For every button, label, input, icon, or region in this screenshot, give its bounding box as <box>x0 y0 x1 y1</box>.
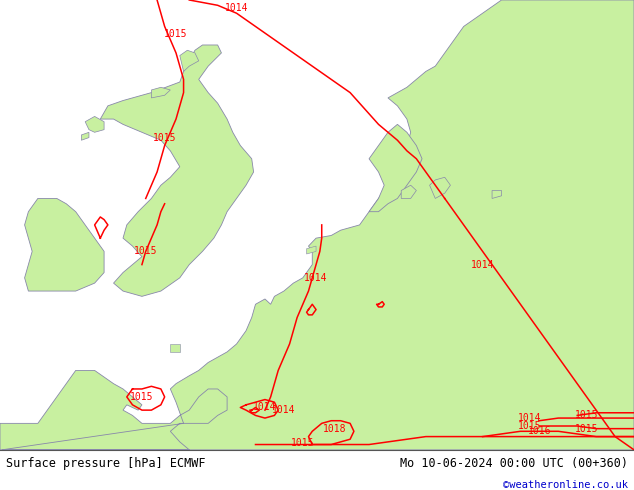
Polygon shape <box>369 124 422 212</box>
Text: ©weatheronline.co.uk: ©weatheronline.co.uk <box>503 480 628 490</box>
Polygon shape <box>401 185 417 198</box>
Text: 1015: 1015 <box>291 438 314 448</box>
Text: 1018: 1018 <box>323 424 347 434</box>
Text: 1014: 1014 <box>518 413 541 423</box>
Text: 1014: 1014 <box>225 3 249 13</box>
Text: 1014: 1014 <box>471 260 495 270</box>
Text: 1015: 1015 <box>153 133 176 143</box>
Text: 1015: 1015 <box>575 424 598 434</box>
Polygon shape <box>430 177 450 198</box>
Text: Mo 10-06-2024 00:00 UTC (00+360): Mo 10-06-2024 00:00 UTC (00+360) <box>399 457 628 470</box>
Polygon shape <box>152 87 171 98</box>
Polygon shape <box>81 132 89 140</box>
Text: 1015: 1015 <box>134 246 157 256</box>
Text: 1015: 1015 <box>518 421 541 431</box>
Text: 1014: 1014 <box>304 273 328 283</box>
Polygon shape <box>0 0 634 450</box>
Polygon shape <box>492 191 501 198</box>
Text: 1014: 1014 <box>253 402 276 413</box>
Text: 1014: 1014 <box>272 405 295 415</box>
Polygon shape <box>25 198 104 291</box>
Polygon shape <box>180 50 198 72</box>
Polygon shape <box>171 344 180 352</box>
Text: 1015: 1015 <box>130 392 153 402</box>
Polygon shape <box>307 246 316 254</box>
Polygon shape <box>100 45 254 296</box>
Text: 1016: 1016 <box>527 426 551 436</box>
Text: 1015: 1015 <box>575 411 598 420</box>
Text: 1015: 1015 <box>164 29 188 39</box>
Polygon shape <box>85 117 104 132</box>
Text: Surface pressure [hPa] ECMWF: Surface pressure [hPa] ECMWF <box>6 457 206 470</box>
